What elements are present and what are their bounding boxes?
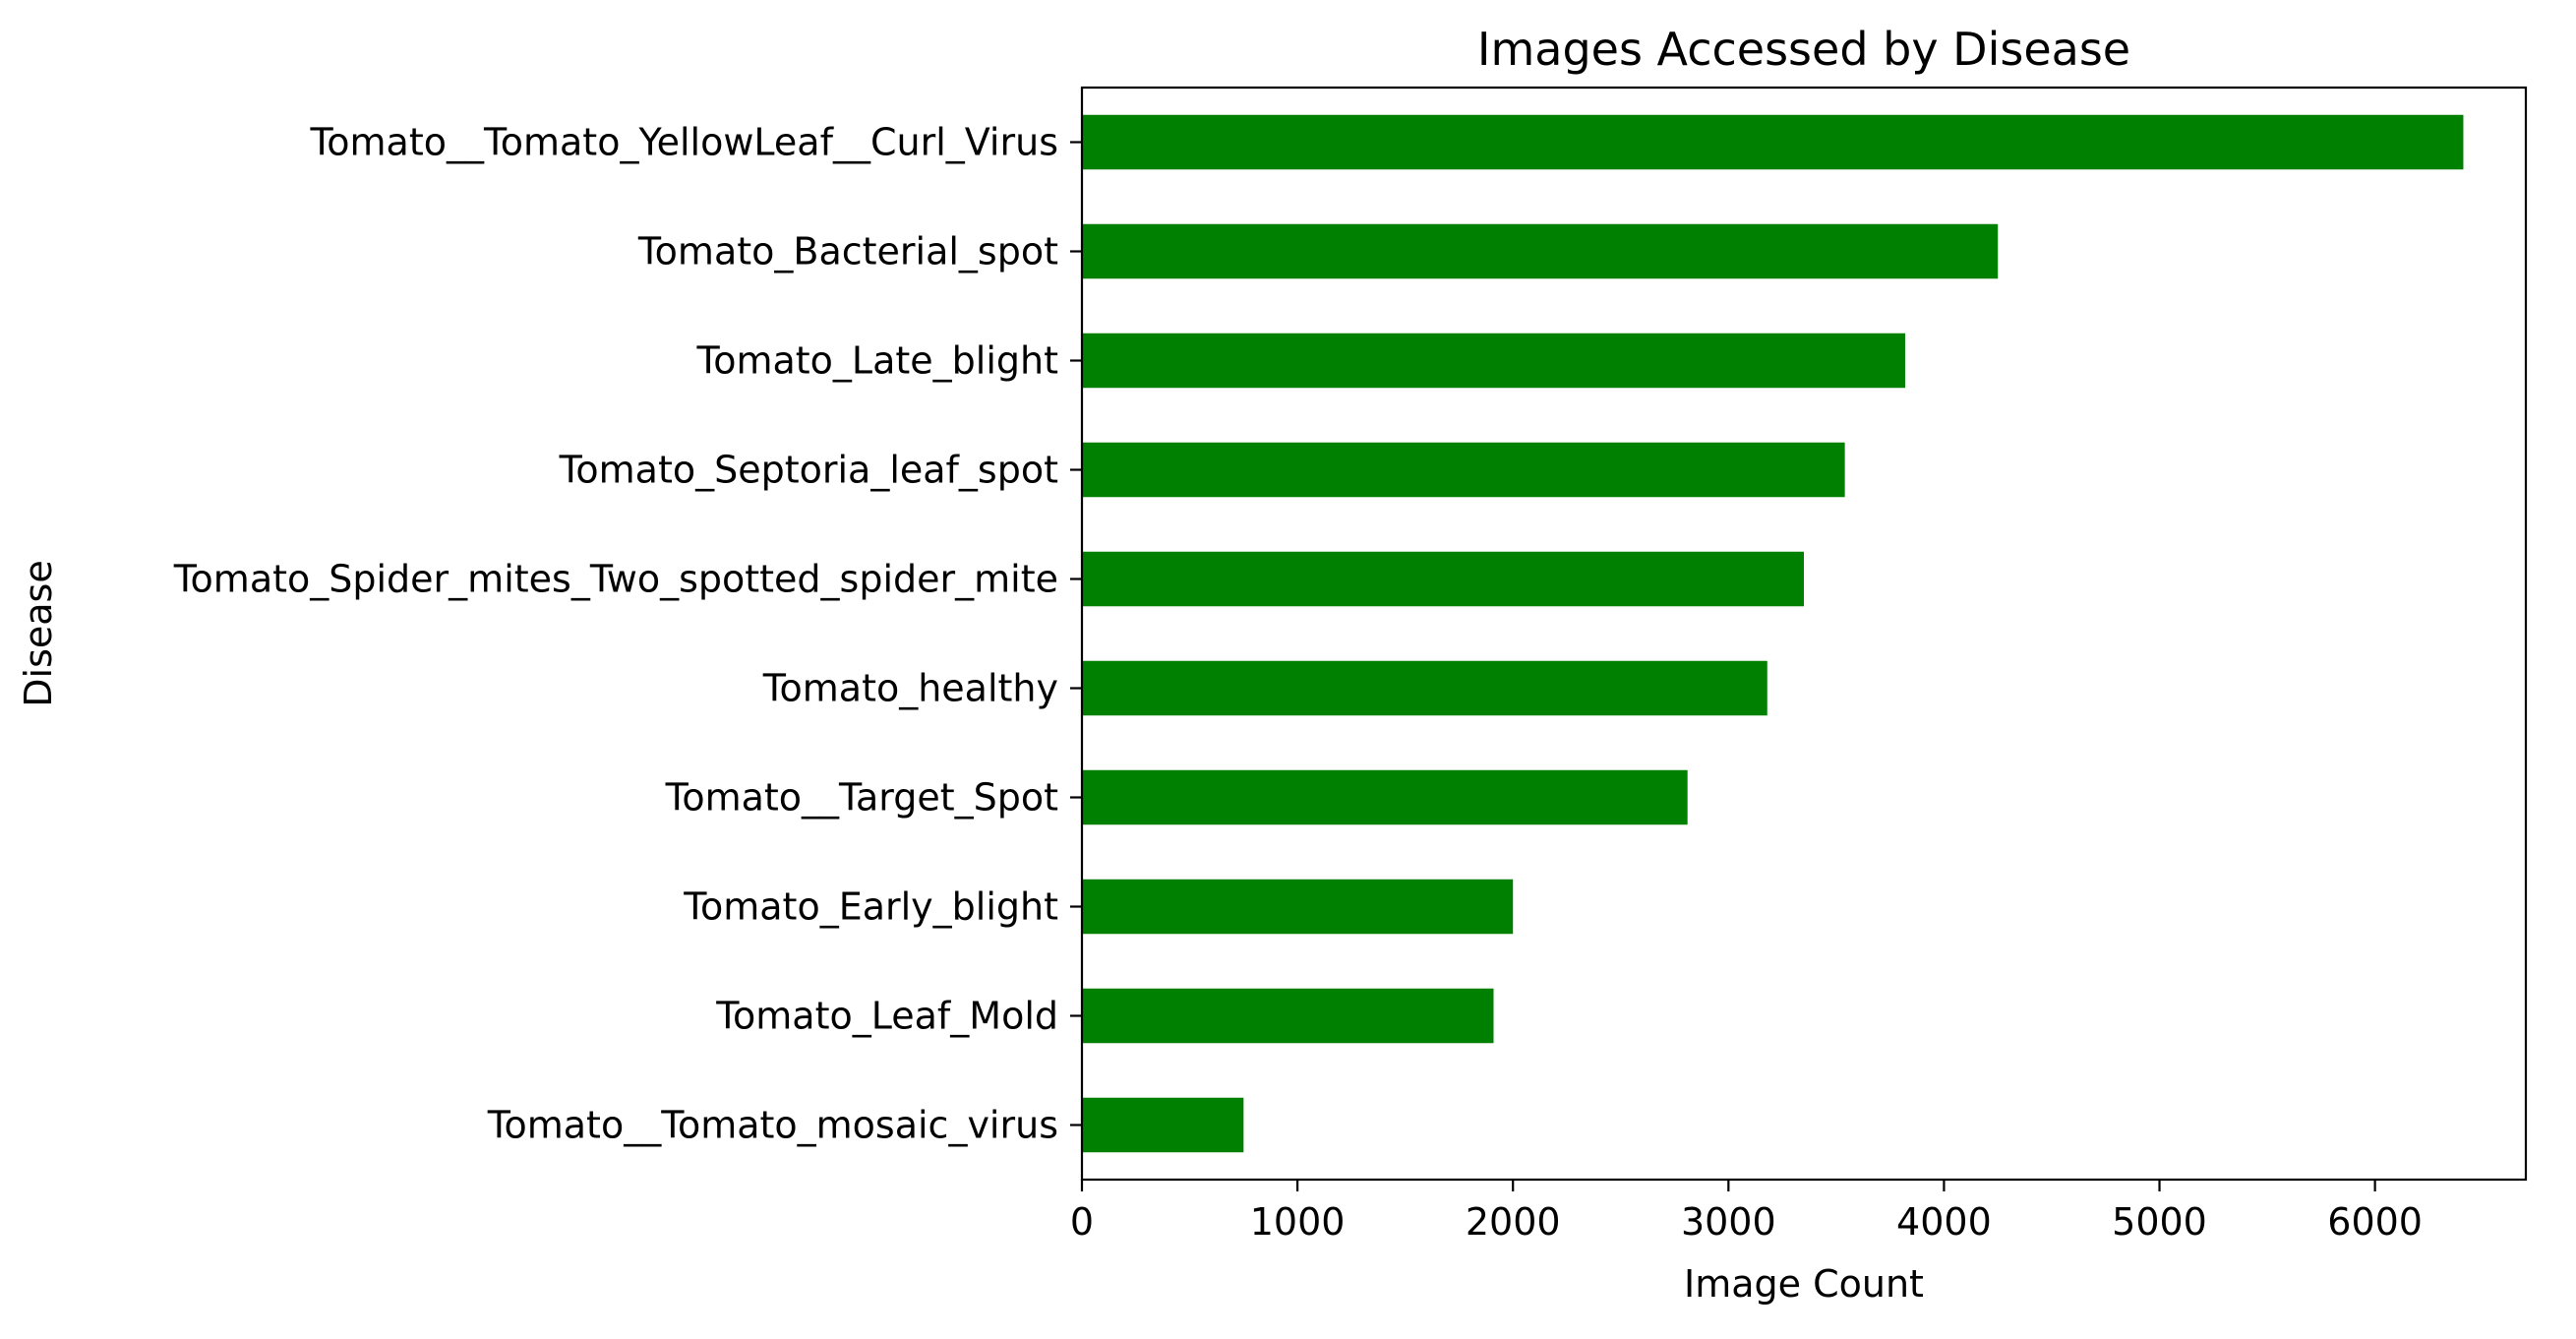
ticks-layer bbox=[1070, 141, 2376, 1191]
x-axis-label: Image Count bbox=[1684, 1262, 1924, 1306]
x-tick-label: 5000 bbox=[2112, 1200, 2207, 1244]
bar-Tomato_healthy bbox=[1082, 660, 1767, 716]
bar-Tomato__Target_Spot bbox=[1082, 769, 1688, 825]
y-tick-label: Tomato_Late_blight bbox=[695, 339, 1058, 383]
x-tick-label: 4000 bbox=[1896, 1200, 1992, 1244]
y-tick-label: Tomato__Tomato_mosaic_virus bbox=[487, 1104, 1058, 1147]
y-tick-label: Tomato_Bacterial_spot bbox=[637, 230, 1058, 274]
x-tick-label: 1000 bbox=[1250, 1200, 1346, 1244]
y-tick-label: Tomato_Early_blight bbox=[683, 885, 1058, 929]
labels-layer: Tomato__Tomato_YellowLeaf__Curl_Virus Tom… bbox=[173, 121, 2423, 1245]
bar-Tomato_Early_blight bbox=[1082, 879, 1514, 935]
bar-Tomato_Late_blight bbox=[1082, 333, 1905, 389]
bar-Tomato_Septoria_leaf_spot bbox=[1082, 442, 1845, 498]
bar-Tomato_Spider_mites_Two_spotted_spider_mite bbox=[1082, 551, 1804, 607]
x-tick-label: 2000 bbox=[1466, 1200, 1561, 1244]
y-axis-label: Disease bbox=[17, 560, 60, 706]
bar-Tomato_Bacterial_spot bbox=[1082, 223, 1999, 279]
plot-frame bbox=[1080, 86, 2528, 1182]
y-tick-label: Tomato_Leaf_Mold bbox=[715, 995, 1058, 1038]
y-tick-label: Tomato__Tomato_YellowLeaf__Curl_Virus bbox=[310, 121, 1058, 164]
y-tick-label: Tomato_healthy bbox=[762, 667, 1058, 710]
bar-Tomato__Tomato_mosaic_virus bbox=[1082, 1097, 1244, 1153]
x-tick-label: 3000 bbox=[1681, 1200, 1776, 1244]
bar-Tomato__Tomato_YellowLeaf__Curl_Virus bbox=[1082, 114, 2464, 170]
bars-layer bbox=[1082, 114, 2464, 1153]
y-tick-label: Tomato_Spider_mites_Two_spotted_spider_m… bbox=[173, 558, 1058, 601]
x-tick-label: 0 bbox=[1070, 1200, 1094, 1244]
y-tick-label: Tomato__Target_Spot bbox=[665, 776, 1058, 820]
x-tick-label: 6000 bbox=[2327, 1200, 2423, 1244]
y-tick-label: Tomato_Septoria_leaf_spot bbox=[559, 449, 1058, 492]
bar-Tomato_Leaf_Mold bbox=[1082, 988, 1494, 1044]
chart-title: Images Accessed by Disease bbox=[1477, 23, 2130, 76]
